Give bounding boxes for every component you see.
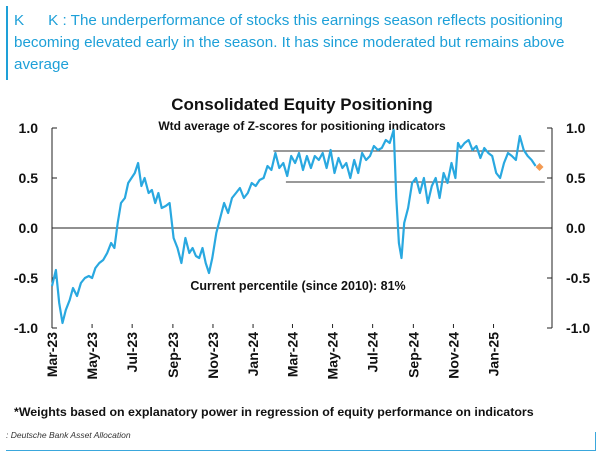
y-tick-label-left: 0.5 [19,170,39,186]
chart-footnote: *Weights based on explanatory power in r… [14,405,534,419]
y-tick-label-right: -0.5 [566,270,590,286]
y-tick-label-right: -1.0 [566,320,590,336]
callout-text: : The underperformance of stocks this ea… [14,12,565,73]
callout-prefix-b: K [48,12,59,29]
x-tick-label: Sep-24 [405,332,421,378]
x-tick-label: Jul-23 [124,332,140,373]
x-tick-label: Mar-23 [44,332,60,377]
y-tick-label-right: 1.0 [566,120,586,136]
x-tick-label: May-24 [325,332,341,380]
chart-subtitle: Wtd average of Z-scores for positioning … [158,119,446,133]
x-tick-label: Mar-24 [284,332,300,377]
chart-title: Consolidated Equity Positioning [171,95,433,114]
callout-prefix-a: K [14,12,25,29]
x-tick-label: Jul-24 [365,332,381,373]
y-tick-label-right: 0.0 [566,220,586,236]
current-point-marker [535,163,544,171]
positioning-series-line [50,128,537,325]
source-note: : Deutsche Bank Asset Allocation [6,430,131,440]
equity-positioning-chart: Consolidated Equity Positioning Wtd avera… [14,95,590,380]
frame-bottom-rule [6,450,596,451]
x-tick-label: Nov-23 [205,332,221,379]
y-tick-label-left: -1.0 [14,320,38,336]
x-tick-label: Sep-23 [165,332,181,378]
x-tick-label: Nov-24 [445,332,461,379]
frame-right-rule [595,432,596,450]
x-tick-label: Jan-25 [486,332,502,377]
y-tick-label-left: -0.5 [14,270,38,286]
x-tick-label: Jan-24 [245,332,261,377]
y-tick-label-left: 1.0 [19,120,39,136]
current-percentile-annotation: Current percentile (since 2010): 81% [190,279,405,293]
y-tick-label-left: 0.0 [19,220,39,236]
y-tick-label-right: 0.5 [566,170,586,186]
x-tick-label: May-23 [84,332,100,380]
